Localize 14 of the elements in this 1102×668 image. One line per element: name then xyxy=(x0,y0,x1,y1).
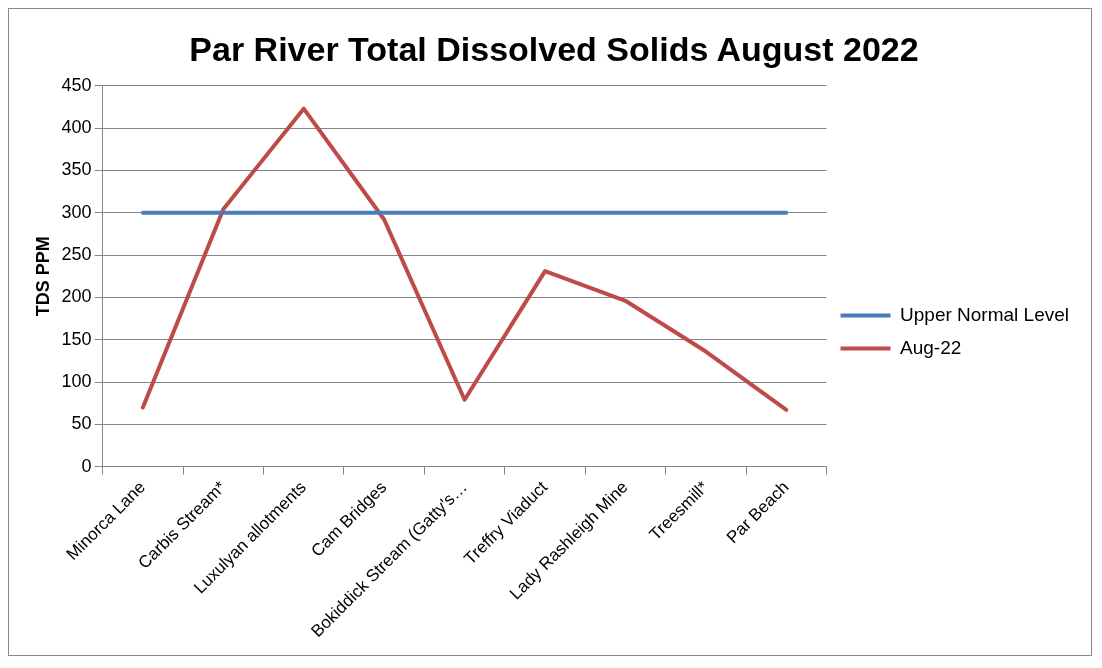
y-tick-label: 150 xyxy=(61,328,92,349)
legend-label: Aug-22 xyxy=(900,336,962,358)
chart-title: Par River Total Dissolved Solids August 2022 xyxy=(189,29,919,68)
legend-label: Upper Normal Level xyxy=(900,303,1070,325)
y-tick-label: 0 xyxy=(81,455,92,476)
y-tick-label: 450 xyxy=(61,74,92,95)
y-tick-label: 350 xyxy=(61,159,92,180)
y-tick-label: 300 xyxy=(61,201,92,222)
y-tick-label: 100 xyxy=(61,370,92,391)
y-tick-label: 400 xyxy=(61,117,92,138)
y-tick-label: 200 xyxy=(61,286,92,307)
y-tick-label: 250 xyxy=(61,244,92,265)
y-axis-title: TDS PPM xyxy=(32,236,53,317)
y-tick-label: 50 xyxy=(71,413,92,434)
